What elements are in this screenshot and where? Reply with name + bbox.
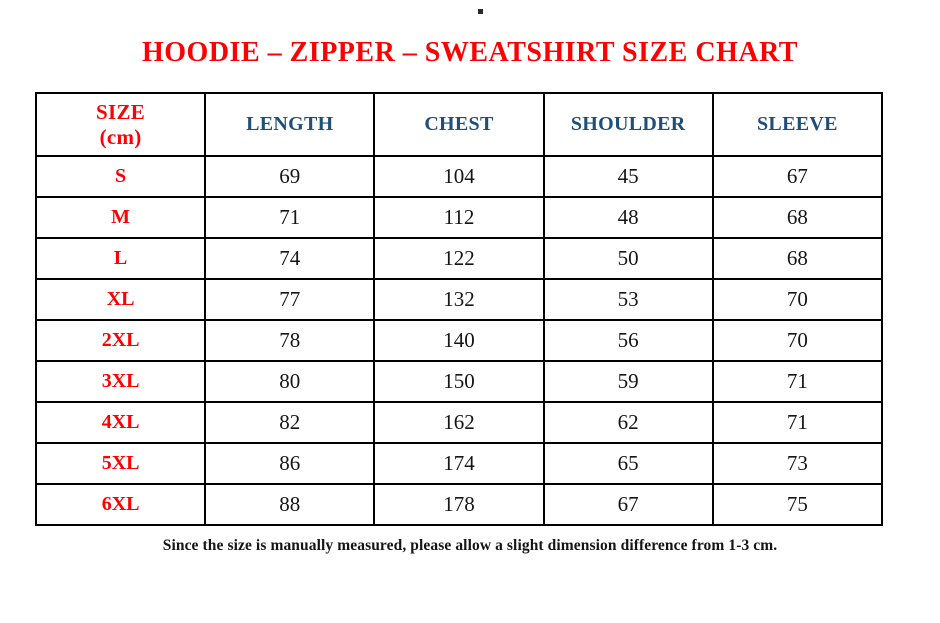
table-row: S 69 104 45 67 [34,155,884,198]
measurement-cell: 45 [542,155,714,198]
size-label-cell: 2XL [34,319,207,362]
size-label-cell: 5XL [34,442,207,485]
measurement-cell: 59 [542,360,714,403]
table-row: 3XL 80 150 59 71 [34,360,884,403]
stray-dot-mark [478,9,483,14]
measurement-cell: 71 [711,360,884,403]
table-row: XL 77 132 53 70 [34,278,884,321]
measurement-cell: 75 [711,483,884,526]
measurement-cell: 69 [204,155,376,198]
table-body: S 69 104 45 67 M 71 112 48 68 L 74 122 50 68 XL 77 132 53 7… [34,155,884,526]
measurement-cell: 68 [711,196,884,239]
measurement-cell: 50 [542,237,714,280]
measurement-cell: 71 [204,196,376,239]
measurement-cell: 104 [373,155,545,198]
measurement-cell: 73 [711,442,884,485]
size-header-line2: (cm) [99,124,142,149]
measurement-cell: 178 [373,483,545,526]
measurement-cell: 48 [542,196,714,239]
table-row: 5XL 86 174 65 73 [34,442,884,485]
measurement-cell: 67 [542,483,714,526]
measurement-cell: 88 [204,483,376,526]
measurement-cell: 162 [373,401,545,444]
size-label-cell: 3XL [34,360,207,403]
measurement-cell: 80 [204,360,376,403]
measurement-cell: 68 [711,237,884,280]
size-label-cell: M [34,196,207,239]
measurement-cell: 82 [204,401,376,444]
measurement-cell: 86 [204,442,376,485]
size-label-cell: 6XL [34,483,207,526]
size-header-line1: SIZE [96,99,146,124]
measurement-cell: 78 [204,319,376,362]
measurement-cell: 67 [711,155,884,198]
measurement-cell: 70 [711,319,884,362]
size-label-cell: XL [34,278,207,321]
measurement-cell: 70 [711,278,884,321]
measurement-cell: 140 [373,319,545,362]
size-chart-table: SIZE (cm) LENGTH CHEST SHOULDER SLEEVE S… [34,92,884,526]
measurement-cell: 65 [542,442,714,485]
size-label-cell: S [34,155,207,198]
footnote-text: Since the size is manually measured, ple… [162,537,778,554]
table-row: M 71 112 48 68 [34,196,884,239]
table-row: 4XL 82 162 62 71 [34,401,884,444]
column-header-length: LENGTH [204,92,376,157]
measurement-cell: 71 [711,401,884,444]
size-label-cell: 4XL [34,401,207,444]
table-row: L 74 122 50 68 [34,237,884,280]
size-label-cell: L [34,237,207,280]
measurement-cell: 174 [373,442,545,485]
measurement-cell: 112 [373,196,545,239]
table-header-row: SIZE (cm) LENGTH CHEST SHOULDER SLEEVE [34,92,884,157]
table-row: 2XL 78 140 56 70 [34,319,884,362]
measurement-cell: 74 [204,237,376,280]
measurement-cell: 150 [373,360,545,403]
column-header-shoulder: SHOULDER [542,92,714,157]
table-head: SIZE (cm) LENGTH CHEST SHOULDER SLEEVE [34,92,884,157]
measurement-cell: 77 [204,278,376,321]
measurement-cell: 62 [542,401,714,444]
column-header-size: SIZE (cm) [34,92,207,157]
measurement-cell: 122 [373,237,545,280]
page-title: HOODIE – ZIPPER – SWEATSHIRT SIZE CHART [142,37,798,68]
table-row: 6XL 88 178 67 75 [34,483,884,526]
column-header-chest: CHEST [373,92,545,157]
column-header-sleeve: SLEEVE [711,92,884,157]
measurement-cell: 53 [542,278,714,321]
measurement-cell: 56 [542,319,714,362]
measurement-cell: 132 [373,278,545,321]
